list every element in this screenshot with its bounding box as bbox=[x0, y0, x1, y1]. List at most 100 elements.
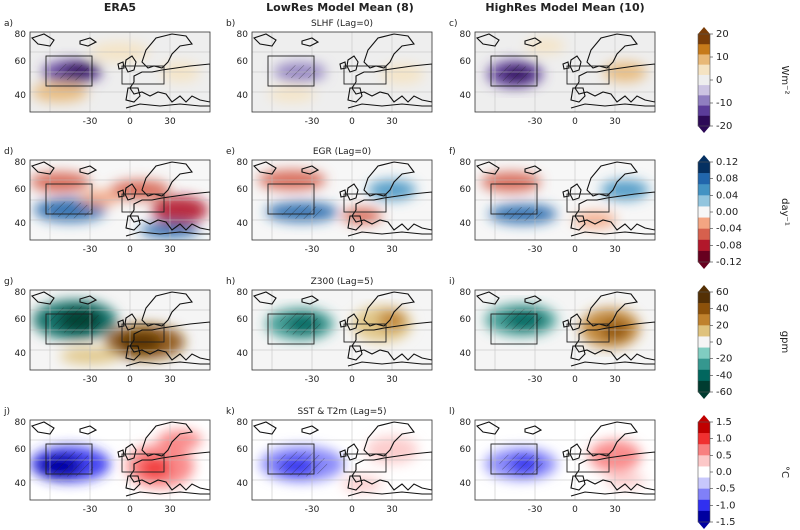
y-tick-label: 80 bbox=[460, 288, 472, 298]
colorbar-tick-label: 1.0 bbox=[716, 434, 732, 445]
map-panel-k: 80 60 40 -30 0 30 k) SST & T2m (Lag=5) bbox=[226, 407, 433, 515]
y-tick-label: 60 bbox=[15, 445, 27, 455]
colorbar-tick-label: 1.5 bbox=[716, 417, 732, 428]
x-tick-label: 0 bbox=[349, 505, 355, 515]
x-tick-label: 30 bbox=[164, 245, 176, 255]
colorbar-tick-label: 20 bbox=[716, 320, 729, 331]
map-panel-d: 80 60 40 -30 0 30 d) bbox=[4, 147, 211, 255]
y-tick-label: 40 bbox=[460, 349, 472, 359]
map-panel-j: 80 60 40 -30 0 30 j) bbox=[3, 407, 211, 515]
colorbar-tick-label: -10 bbox=[716, 98, 732, 109]
colorbar-unit-label: °C bbox=[779, 466, 790, 478]
y-tick-label: 40 bbox=[15, 349, 27, 359]
y-tick-label: 40 bbox=[237, 219, 249, 229]
map-panel-h: 80 60 40 -30 0 30 h) Z300 (Lag=5) bbox=[226, 277, 433, 385]
y-tick-label: 60 bbox=[460, 445, 472, 455]
column-title-highres: HighRes Model Mean (10) bbox=[485, 1, 644, 14]
y-tick-label: 80 bbox=[460, 418, 472, 428]
y-tick-label: 60 bbox=[237, 185, 249, 195]
x-tick-label: 0 bbox=[127, 117, 133, 127]
x-tick-label: 30 bbox=[609, 245, 621, 255]
y-tick-label: 40 bbox=[237, 479, 249, 489]
x-tick-label: 0 bbox=[349, 375, 355, 385]
x-tick-label: 30 bbox=[164, 117, 176, 127]
x-tick-label: 0 bbox=[349, 245, 355, 255]
y-tick-label: 40 bbox=[237, 91, 249, 101]
map-panel-b: 80 60 40 -30 0 30 b) SLHF (Lag=0) bbox=[226, 19, 433, 127]
colorbar-tick-label: 40 bbox=[716, 304, 729, 315]
x-tick-label: -30 bbox=[305, 505, 320, 515]
row-title: SLHF (Lag=0) bbox=[311, 19, 373, 29]
y-tick-label: 60 bbox=[15, 185, 27, 195]
x-tick-label: 30 bbox=[386, 245, 398, 255]
colorbar-tick-label: 0.00 bbox=[716, 207, 738, 218]
x-tick-label: 0 bbox=[572, 505, 578, 515]
x-tick-label: 30 bbox=[386, 505, 398, 515]
x-tick-label: -30 bbox=[528, 375, 543, 385]
y-tick-label: 80 bbox=[460, 30, 472, 40]
colorbar-2: 0.12 0.08 0.04 0.00 -0.04 -0.08 -0.12 day⁻¹ bbox=[697, 155, 790, 269]
colorbar-tick-label: -0.5 bbox=[716, 484, 736, 495]
panel-letter: c) bbox=[449, 19, 457, 29]
x-tick-label: -30 bbox=[305, 375, 320, 385]
y-tick-label: 60 bbox=[15, 315, 27, 325]
y-tick-label: 80 bbox=[15, 30, 27, 40]
x-tick-label: 0 bbox=[349, 117, 355, 127]
y-tick-label: 60 bbox=[237, 445, 249, 455]
panel-letter: d) bbox=[4, 147, 13, 157]
colorbar-tick-label: -0.12 bbox=[716, 257, 742, 268]
colorbar-tick-label: 0.0 bbox=[716, 467, 732, 478]
colorbar-tick-label: -20 bbox=[716, 354, 732, 365]
x-tick-label: 30 bbox=[609, 505, 621, 515]
colorbar-unit-label: day⁻¹ bbox=[779, 198, 790, 226]
x-tick-label: -30 bbox=[83, 505, 98, 515]
colorbar-tick-label: 0.08 bbox=[716, 174, 738, 185]
y-tick-label: 60 bbox=[460, 185, 472, 195]
y-tick-label: 80 bbox=[237, 30, 249, 40]
map-panel-l: 80 60 40 -30 0 30 l) bbox=[449, 407, 656, 515]
y-tick-label: 80 bbox=[237, 158, 249, 168]
colorbar-tick-label: 0 bbox=[716, 337, 722, 348]
colorbar-4: 1.5 1.0 0.5 0.0 -0.5 -1.0 -1.5 °C bbox=[697, 415, 790, 529]
map-panel-c: 80 60 40 -30 0 30 c) bbox=[449, 19, 656, 127]
row-title: Z300 (Lag=5) bbox=[311, 277, 374, 287]
x-tick-label: -30 bbox=[305, 117, 320, 127]
panel-letter: a) bbox=[4, 19, 13, 29]
panel-letter: h) bbox=[226, 277, 235, 287]
x-tick-label: -30 bbox=[528, 117, 543, 127]
y-tick-label: 60 bbox=[15, 57, 27, 67]
y-tick-label: 80 bbox=[15, 418, 27, 428]
colorbar-tick-label: -0.08 bbox=[716, 240, 742, 251]
x-tick-label: 0 bbox=[127, 375, 133, 385]
map-panel-a: 80 60 40 -30 0 30 a) bbox=[4, 19, 211, 127]
x-tick-label: -30 bbox=[305, 245, 320, 255]
y-tick-label: 40 bbox=[460, 91, 472, 101]
panel-letter: i) bbox=[449, 277, 455, 287]
y-tick-label: 80 bbox=[237, 418, 249, 428]
colorbar-tick-label: -1.5 bbox=[716, 517, 736, 528]
column-title-lowres: LowRes Model Mean (8) bbox=[266, 1, 414, 14]
colorbar-tick-label: -1.0 bbox=[716, 500, 736, 511]
panel-letter: e) bbox=[226, 147, 235, 157]
y-tick-label: 40 bbox=[237, 349, 249, 359]
colorbar-1: 20 10 0 -10 -20 Wm⁻² bbox=[697, 27, 790, 133]
y-tick-label: 40 bbox=[460, 479, 472, 489]
x-tick-label: 30 bbox=[386, 375, 398, 385]
colorbar-tick-label: 0.5 bbox=[716, 450, 732, 461]
x-tick-label: 0 bbox=[572, 245, 578, 255]
colorbar-unit-label: gpm bbox=[779, 331, 790, 353]
colorbar-tick-label: 10 bbox=[716, 52, 729, 63]
colorbar-tick-label: 0 bbox=[716, 75, 722, 86]
panel-letter: g) bbox=[4, 277, 13, 287]
x-tick-label: -30 bbox=[83, 117, 98, 127]
y-tick-label: 40 bbox=[15, 219, 27, 229]
x-tick-label: -30 bbox=[528, 505, 543, 515]
y-tick-label: 80 bbox=[237, 288, 249, 298]
x-tick-label: -30 bbox=[83, 245, 98, 255]
x-tick-label: 30 bbox=[609, 117, 621, 127]
x-tick-label: -30 bbox=[83, 375, 98, 385]
map-panel-f: 80 60 40 -30 0 30 f) bbox=[449, 147, 656, 255]
y-tick-label: 80 bbox=[15, 158, 27, 168]
map-panel-g: 80 60 40 -30 0 30 g) bbox=[4, 277, 211, 385]
